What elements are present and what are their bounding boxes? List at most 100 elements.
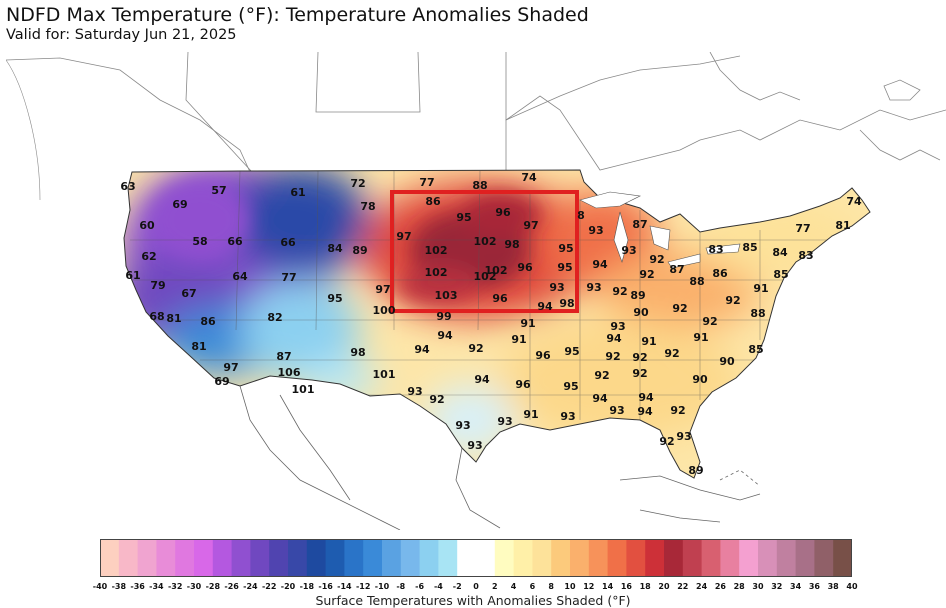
colorbar-swatch [194,539,214,577]
colorbar-swatch [551,539,571,577]
city-max-temp: 102 [425,266,448,279]
colorbar-swatch [344,539,364,577]
city-max-temp: 89 [688,464,703,477]
colorbar-swatch [739,539,759,577]
colorbar-swatch [833,539,853,577]
temperature-map: 63 57 61 72 77 88 74 69 78 86 95 96 97 8 87 74 60 58 66 66 8… [6,52,946,530]
city-max-temp: 94 [592,258,608,271]
map-title: NDFD Max Temperature (°F): Temperature A… [6,4,589,26]
colorbar-tick-label: 28 [733,582,745,591]
colorbar-tick-label: 18 [639,582,651,591]
city-max-temp: 79 [150,279,165,292]
colorbar-swatch [100,539,120,577]
city-max-temp: 90 [719,355,735,368]
colorbar-swatch [288,539,308,577]
colorbar-tick-label: 26 [714,582,726,591]
city-max-temp: 57 [211,184,226,197]
city-max-temp: 92 [632,351,647,364]
city-max-temp: 92 [639,268,654,281]
colorbar-swatch [532,539,552,577]
colorbar-swatch [494,539,515,577]
colorbar-tick-label: 16 [620,582,632,591]
city-max-temp: 87 [669,263,684,276]
city-max-temp: 94 [474,373,490,386]
city-max-temp: 90 [633,306,649,319]
city-max-temp: 92 [649,253,664,266]
city-max-temp: 72 [350,177,365,190]
colorbar-swatch [457,539,477,577]
city-max-temp: 84 [772,246,788,259]
colorbar-tick-label: 6 [529,582,536,591]
city-max-temp: 94 [592,392,608,405]
city-max-temp: 103 [435,289,458,302]
city-max-temp: 98 [350,346,365,359]
colorbar-tick-label: -38 [111,582,127,591]
colorbar-swatch [701,539,721,577]
city-max-temp: 93 [549,281,564,294]
colorbar-tick-label: 40 [846,582,858,591]
city-max-temp: 92 [632,367,647,380]
city-max-temp: 97 [396,230,411,243]
city-max-temp: 94 [638,391,654,404]
colorbar-swatch [720,539,740,577]
colorbar-tick-label: 0 [473,582,479,591]
colorbar-tick-label: -8 [396,582,406,591]
city-max-temp: 95 [327,292,342,305]
colorbar-swatch [231,539,251,577]
city-max-temp: 95 [557,261,572,274]
city-max-temp: 93 [609,404,624,417]
city-max-temp: 88 [750,307,765,320]
colorbar-swatch [607,539,627,577]
colorbar-tick-label: -2 [452,582,462,591]
city-max-temp: 68 [149,310,164,323]
city-max-temp: 64 [232,270,248,283]
city-max-temp: 86 [425,195,441,208]
colorbar-tick-label: 12 [583,582,595,591]
colorbar-swatch [476,539,496,577]
colorbar-tick-label: 38 [827,582,839,591]
city-max-temp: 97 [523,219,538,232]
city-max-temp: 98 [559,297,574,310]
colorbar-tick-label: 20 [658,582,670,591]
city-max-temp: 102 [425,244,448,257]
colorbar-tick-label: 10 [564,582,576,591]
city-max-temp: 83 [798,249,813,262]
city-max-temp: 58 [192,235,207,248]
city-max-temp: 98 [504,238,519,251]
city-max-temp: 95 [456,211,471,224]
city-max-temp: 91 [523,408,538,421]
colorbar-tick-label: -16 [318,582,333,591]
city-max-temp: 96 [515,378,531,391]
city-max-temp: 91 [753,282,768,295]
city-max-temp: 83 [708,243,723,256]
colorbar-swatch [588,539,609,577]
city-max-temp: 82 [267,311,282,324]
city-max-temp: 96 [495,206,511,219]
city-max-temp: 92 [670,404,685,417]
city-max-temp: 101 [292,383,315,396]
city-max-temp: 89 [352,244,367,257]
city-max-temp: 84 [327,242,343,255]
city-max-temp: 69 [214,375,229,388]
city-max-temp: 92 [659,435,674,448]
city-max-temp: 102 [474,270,497,283]
city-max-temp: 93 [610,320,625,333]
colorbar-swatch [626,539,646,577]
city-max-temp: 66 [227,235,243,248]
city-max-temp: 91 [641,335,656,348]
city-max-temp: 93 [588,224,603,237]
city-max-temp: 74 [846,195,862,208]
city-max-temp: 61 [125,269,140,282]
city-max-temp: 89 [630,289,645,302]
anomaly-colorbar [100,539,853,577]
colorbar-tick-label: 24 [696,582,708,591]
colorbar-tick-label: -34 [149,582,164,591]
colorbar-swatch [645,539,665,577]
city-max-temp: 81 [166,312,181,325]
city-max-temp: 93 [467,439,482,452]
city-max-temp: 81 [191,340,206,353]
colorbar-tick-label: 4 [510,582,517,591]
city-max-temp: 61 [290,186,305,199]
colorbar-swatch [269,539,289,577]
colorbar-swatch [250,539,270,577]
